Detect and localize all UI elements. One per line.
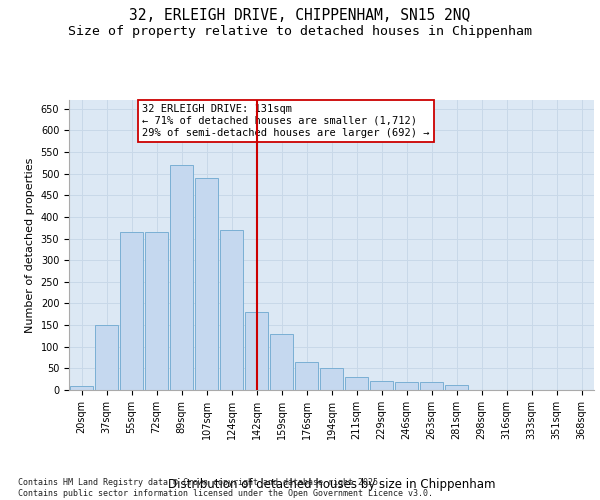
Bar	[420, 382, 443, 390]
Bar	[395, 382, 418, 390]
Bar	[370, 382, 393, 390]
Bar	[345, 377, 368, 390]
X-axis label: Distribution of detached houses by size in Chippenham: Distribution of detached houses by size …	[168, 478, 495, 491]
Text: Contains HM Land Registry data © Crown copyright and database right 2025.
Contai: Contains HM Land Registry data © Crown c…	[18, 478, 433, 498]
Y-axis label: Number of detached properties: Number of detached properties	[25, 158, 35, 332]
Bar	[320, 368, 343, 390]
Bar	[95, 325, 118, 390]
Text: Size of property relative to detached houses in Chippenham: Size of property relative to detached ho…	[68, 24, 532, 38]
Text: 32, ERLEIGH DRIVE, CHIPPENHAM, SN15 2NQ: 32, ERLEIGH DRIVE, CHIPPENHAM, SN15 2NQ	[130, 8, 470, 22]
Bar	[245, 312, 268, 390]
Bar	[295, 362, 318, 390]
Bar	[70, 386, 93, 390]
Text: 32 ERLEIGH DRIVE: 131sqm
← 71% of detached houses are smaller (1,712)
29% of sem: 32 ERLEIGH DRIVE: 131sqm ← 71% of detach…	[143, 104, 430, 138]
Bar	[170, 165, 193, 390]
Bar	[445, 385, 468, 390]
Bar	[195, 178, 218, 390]
Bar	[120, 232, 143, 390]
Bar	[145, 232, 168, 390]
Bar	[270, 334, 293, 390]
Bar	[220, 230, 243, 390]
